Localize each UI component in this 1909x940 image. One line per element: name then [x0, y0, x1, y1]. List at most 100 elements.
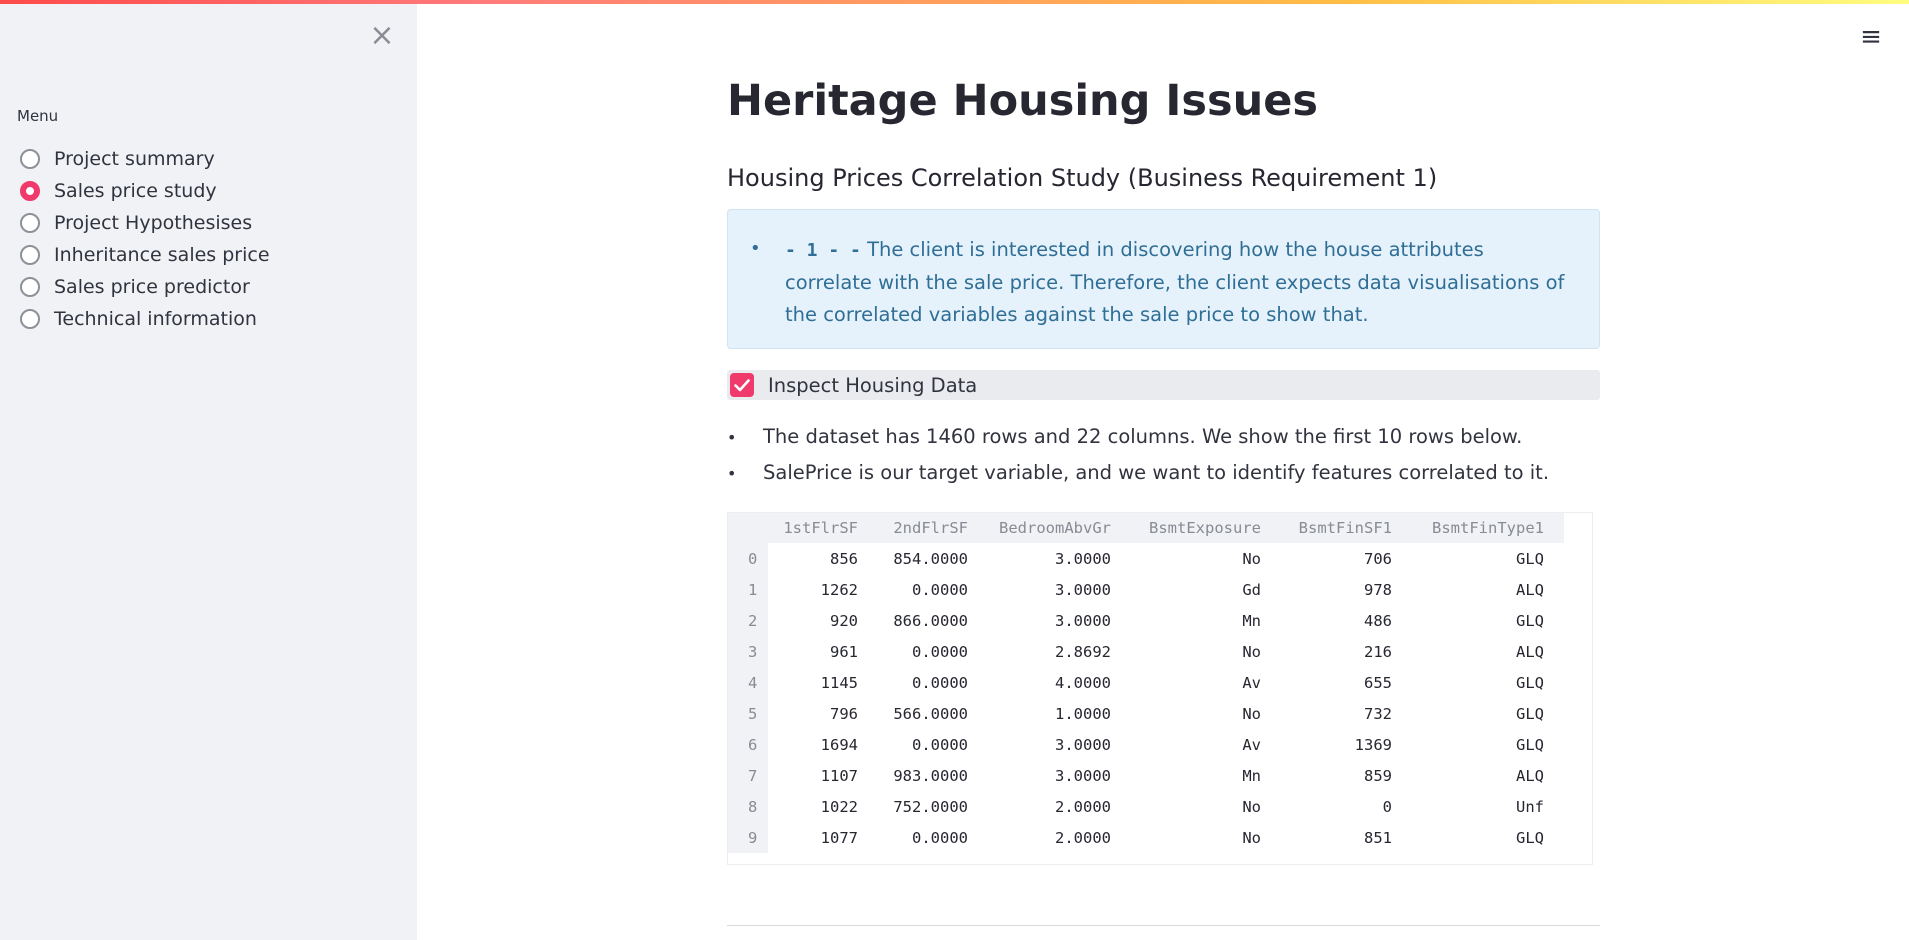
table-cell: Mn — [1242, 611, 1261, 630]
row-index: 3 — [728, 636, 768, 667]
row-index: 1 — [728, 574, 768, 605]
table-cell: 856 — [830, 549, 858, 568]
table-header-row: 1stFlrSF 2ndFlrSF BedroomAbvGr BsmtExpos… — [728, 513, 1564, 543]
table-cell: 0.0000 — [912, 828, 968, 847]
table-cell: ALQ — [1516, 642, 1544, 661]
info-box: • - 1 - - The client is interested in di… — [727, 209, 1600, 349]
radio-label: Inheritance sales price — [54, 244, 270, 266]
housing-dataframe: 1stFlrSF 2ndFlrSF BedroomAbvGr BsmtExpos… — [728, 513, 1564, 853]
table-row: 4 1145 0.0000 4.0000 Av 655 GLQ — [728, 667, 1564, 698]
table-cell: 2.0000 — [1055, 797, 1111, 816]
table-cell: 1262 — [820, 580, 858, 599]
row-index: 2 — [728, 605, 768, 636]
column-header[interactable]: BsmtFinType1 — [1412, 513, 1564, 543]
column-header[interactable]: BsmtExposure — [1131, 513, 1281, 543]
table-cell: 566.0000 — [893, 704, 968, 723]
table-cell: 3.0000 — [1055, 611, 1111, 630]
table-cell: 0.0000 — [912, 735, 968, 754]
table-cell: Mn — [1242, 766, 1261, 785]
table-cell: 983.0000 — [893, 766, 968, 785]
close-sidebar-icon[interactable]: × — [369, 18, 395, 53]
table-cell: No — [1242, 549, 1261, 568]
data-table[interactable]: 1stFlrSF 2ndFlrSF BedroomAbvGr BsmtExpos… — [727, 512, 1593, 865]
table-cell: GLQ — [1516, 673, 1544, 692]
radio-circle-icon[interactable] — [20, 245, 40, 265]
radio-circle-icon[interactable] — [20, 277, 40, 297]
section-subheader: Housing Prices Correlation Study (Busine… — [727, 164, 1438, 192]
checkbox-checked-icon[interactable] — [730, 373, 754, 397]
navigation-radio-group: Project summary Sales price study Projec… — [20, 143, 270, 335]
table-row: 7 1107 983.0000 3.0000 Mn 859 ALQ — [728, 760, 1564, 791]
list-item-text: The dataset has 1460 rows and 22 columns… — [763, 425, 1523, 448]
radio-sales-price-predictor[interactable]: Sales price predictor — [20, 271, 270, 303]
table-cell: 3.0000 — [1055, 766, 1111, 785]
table-cell: 1077 — [820, 828, 858, 847]
table-cell: 655 — [1364, 673, 1392, 692]
radio-label: Technical information — [54, 308, 257, 330]
table-cell: GLQ — [1516, 735, 1544, 754]
table-cell: No — [1242, 797, 1261, 816]
row-index: 0 — [728, 543, 768, 574]
sidebar: × Menu Project summary Sales price study… — [0, 0, 417, 940]
table-cell: 1022 — [820, 797, 858, 816]
table-row: 0 856 854.0000 3.0000 No 706 GLQ — [728, 543, 1564, 574]
bullet-dot-icon: • — [750, 238, 761, 259]
table-cell: 1.0000 — [1055, 704, 1111, 723]
list-item: • SalePrice is our target variable, and … — [727, 461, 1600, 497]
table-cell: 752.0000 — [893, 797, 968, 816]
column-header[interactable]: BedroomAbvGr — [988, 513, 1131, 543]
info-body: The client is interested in discovering … — [785, 238, 1565, 326]
radio-technical-information[interactable]: Technical information — [20, 303, 270, 335]
inspect-data-checkbox[interactable]: Inspect Housing Data — [727, 370, 1600, 400]
hamburger-menu-icon[interactable]: ≡ — [1860, 22, 1882, 52]
radio-selected-icon[interactable] — [20, 181, 40, 201]
table-cell: 796 — [830, 704, 858, 723]
table-cell: 3.0000 — [1055, 580, 1111, 599]
radio-project-hypothesises[interactable]: Project Hypothesises — [20, 207, 270, 239]
info-code: - 1 - - — [785, 240, 861, 261]
radio-project-summary[interactable]: Project summary — [20, 143, 270, 175]
table-row: 2 920 866.0000 3.0000 Mn 486 GLQ — [728, 605, 1564, 636]
table-row: 9 1077 0.0000 2.0000 No 851 GLQ — [728, 822, 1564, 853]
radio-circle-icon[interactable] — [20, 309, 40, 329]
table-cell: 0.0000 — [912, 580, 968, 599]
table-cell: GLQ — [1516, 549, 1544, 568]
info-text: - 1 - - The client is interested in disc… — [785, 234, 1575, 331]
table-cell: 1369 — [1354, 735, 1392, 754]
radio-label: Project summary — [54, 148, 215, 170]
table-cell: 1145 — [820, 673, 858, 692]
column-header[interactable]: 1stFlrSF — [768, 513, 878, 543]
table-row: 8 1022 752.0000 2.0000 No 0 Unf — [728, 791, 1564, 822]
table-cell: 3.0000 — [1055, 549, 1111, 568]
table-cell: GLQ — [1516, 828, 1544, 847]
table-body: 0 856 854.0000 3.0000 No 706 GLQ 1 1262 0.0000 3.0… — [728, 543, 1564, 853]
radio-inheritance-sales-price[interactable]: Inheritance sales price — [20, 239, 270, 271]
table-cell: 4.0000 — [1055, 673, 1111, 692]
menu-label: Menu — [17, 107, 59, 125]
table-row: 1 1262 0.0000 3.0000 Gd 978 ALQ — [728, 574, 1564, 605]
table-cell: 1107 — [820, 766, 858, 785]
column-header[interactable]: BsmtFinSF1 — [1281, 513, 1412, 543]
table-cell: 3.0000 — [1055, 735, 1111, 754]
table-cell: GLQ — [1516, 704, 1544, 723]
table-cell: 920 — [830, 611, 858, 630]
radio-circle-icon[interactable] — [20, 213, 40, 233]
row-index: 5 — [728, 698, 768, 729]
table-cell: 0.0000 — [912, 642, 968, 661]
table-cell: 2.8692 — [1055, 642, 1111, 661]
table-cell: 732 — [1364, 704, 1392, 723]
table-row: 3 961 0.0000 2.8692 No 216 ALQ — [728, 636, 1564, 667]
radio-sales-price-study[interactable]: Sales price study — [20, 175, 270, 207]
table-cell: 706 — [1364, 549, 1392, 568]
table-cell: No — [1242, 704, 1261, 723]
table-cell: 961 — [830, 642, 858, 661]
table-cell: Av — [1242, 673, 1261, 692]
row-index: 6 — [728, 729, 768, 760]
table-cell: ALQ — [1516, 766, 1544, 785]
table-cell: 854.0000 — [893, 549, 968, 568]
table-cell: 978 — [1364, 580, 1392, 599]
row-index: 9 — [728, 822, 768, 853]
column-header[interactable]: 2ndFlrSF — [878, 513, 988, 543]
radio-circle-icon[interactable] — [20, 149, 40, 169]
table-cell: 866.0000 — [893, 611, 968, 630]
